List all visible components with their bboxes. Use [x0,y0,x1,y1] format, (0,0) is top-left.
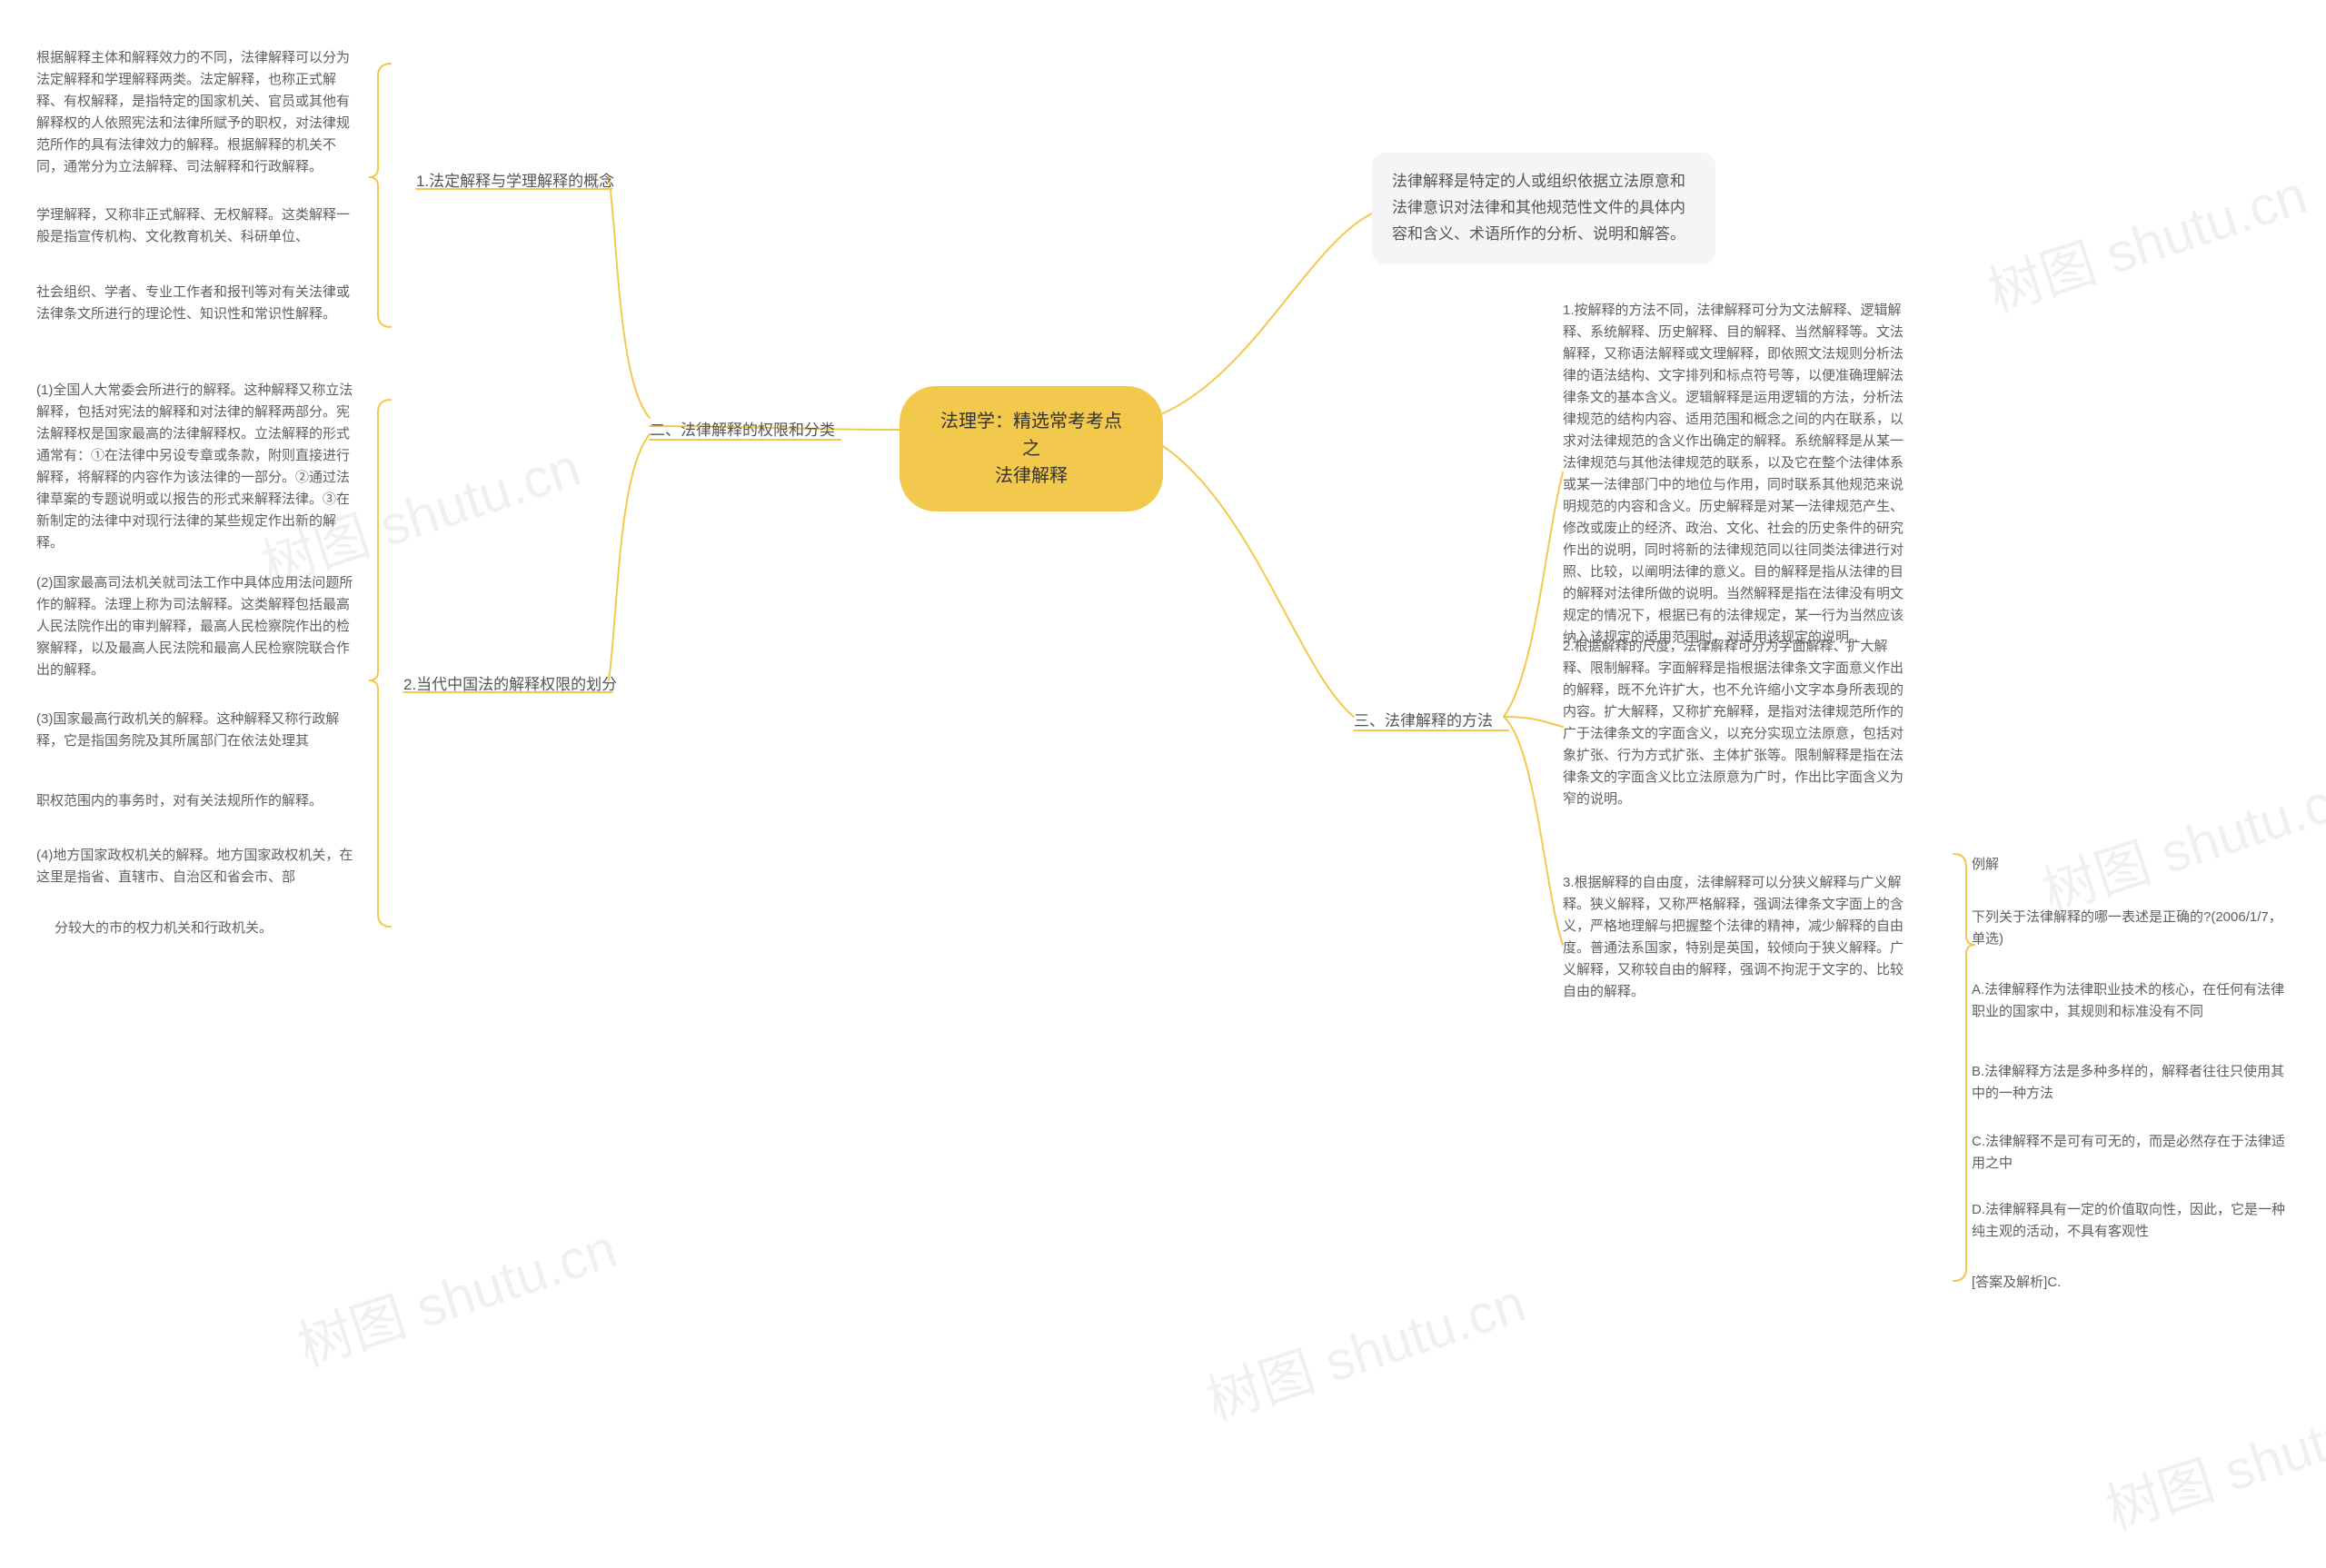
example-option-b: B.法律解释方法是多种多样的，解释者往往只使用其中的一种方法 [1972,1061,2290,1105]
leaf-text: (2)国家最高司法机关就司法工作中具体应用法问题所作的解释。法理上称为司法解释。… [36,572,360,681]
watermark: 树图 shutu.cn [2031,750,2326,928]
branch-3-label: 三、法律解释的方法 [1354,709,1493,733]
watermark: 树图 shutu.cn [1976,151,2315,328]
definition-bubble: 法律解释是特定的人或组织依据立法原意和法律意识对法律和其他规范性文件的具体内容和… [1372,153,1715,264]
example-label: 例解 [1972,854,1999,876]
leaf-text: (1)全国人大常委会所进行的解释。这种解释又称立法解释，包括对宪法的解释和对法律… [36,380,360,554]
sub-left-2-label: 2.当代中国法的解释权限的划分 [403,672,617,697]
example-option-d: D.法律解释具有一定的价值取向性，因此，它是一种纯主观的活动，不具有客观性 [1972,1199,2290,1243]
leaf-text: 职权范围内的事务时，对有关法规所作的解释。 [36,790,360,812]
leaf-text: 社会组织、学者、专业工作者和报刊等对有关法律或法律条文所进行的理论性、知识性和常… [36,282,360,325]
leaf-text: (4)地方国家政权机关的解释。地方国家政权机关，在这里是指省、直辖市、自治区和省… [36,845,360,888]
example-option-c: C.法律解释不是可有可无的，而是必然存在于法律适用之中 [1972,1131,2290,1175]
leaf-text: (3)国家最高行政机关的解释。这种解释又称行政解释，它是指国务院及其所属部门在依… [36,709,360,752]
right-method-1: 1.按解释的方法不同，法律解释可分为文法解释、逻辑解释、系统解释、历史解释、目的… [1563,300,1912,649]
leaf-text: 根据解释主体和解释效力的不同，法律解释可以分为法定解释和学理解释两类。法定解释，… [36,47,360,178]
example-question: 下列关于法律解释的哪一表述是正确的?(2006/1/7，单选) [1972,907,2290,950]
example-option-a: A.法律解释作为法律职业技术的核心，在任何有法律职业的国家中，其规则和标准没有不… [1972,979,2290,1023]
right-method-2: 2.根据解释的尺度，法律解释可分为字面解释、扩大解释、限制解释。字面解释是指根据… [1563,636,1912,810]
watermark: 树图 shutu.cn [2094,1368,2326,1545]
example-answer: [答案及解析]C. [1972,1272,2061,1294]
leaf-text: 学理解释，又称非正式解释、无权解释。这类解释一般是指宣传机构、文化教育机关、科研… [36,204,360,248]
watermark: 树图 shutu.cn [286,1205,625,1382]
branch-2-label: 二、法律解释的权限和分类 [650,418,835,442]
leaf-text: 分较大的市的权力机关和行政机关。 [55,918,378,939]
sub-left-1-label: 1.法定解释与学理解释的概念 [416,169,614,194]
watermark: 树图 shutu.cn [1195,1259,1534,1436]
center-topic: 法理学：精选常考考点之 法律解释 [900,386,1163,511]
right-method-3: 3.根据解释的自由度，法律解释可以分狭义解释与广义解释。狭义解释，又称严格解释，… [1563,872,1912,1003]
